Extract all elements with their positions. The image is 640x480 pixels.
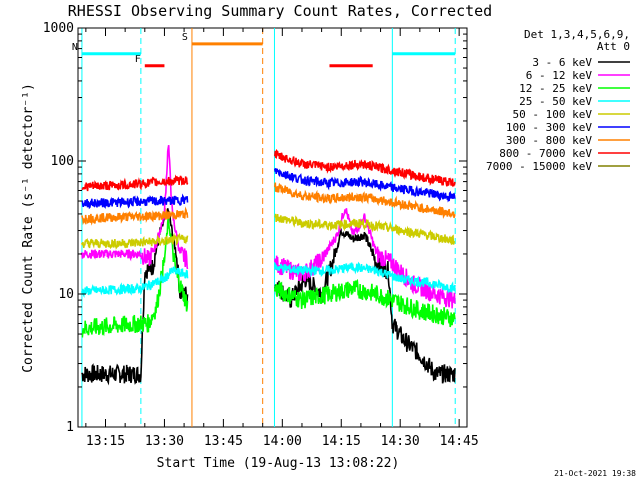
series-line-1 — [81, 208, 189, 386]
x-tick-label: 13:30 — [145, 434, 184, 449]
legend-label: 6 - 12 keV — [526, 69, 593, 82]
timestamp: 21-Oct-2021 19:38 — [554, 469, 636, 478]
x-axis: 13:15 13:30 13:45 14:00 14:15 14:30 14:45 — [85, 28, 479, 449]
legend-label: 7000 - 15000 keV — [486, 160, 592, 173]
x-tick-label: 14:45 — [440, 434, 479, 449]
marker-label: F — [135, 54, 141, 65]
y-axis-label: Corrected Count Rate (s⁻¹ detector⁻¹) — [21, 83, 36, 373]
series-group — [81, 145, 456, 386]
attenuator-markers: F N S — [72, 32, 456, 68]
x-tick-label: 14:00 — [263, 434, 302, 449]
series-line-8 — [274, 148, 456, 188]
legend-label: 300 - 800 keV — [506, 134, 592, 147]
series-line-3 — [274, 278, 456, 328]
plot-area — [77, 27, 468, 428]
chart-title: RHESSI Observing Summary Count Rates, Co… — [68, 2, 492, 20]
series-line-2 — [274, 208, 456, 309]
series-line-4 — [274, 261, 456, 294]
series-line-6 — [81, 193, 189, 210]
legend-header-line-2: Att 0 — [597, 40, 630, 53]
legend-label: 100 - 300 keV — [506, 121, 592, 134]
series-line-4 — [81, 266, 189, 299]
plot-frame — [77, 27, 468, 428]
series-line-7 — [274, 182, 456, 220]
legend-label: 50 - 100 keV — [513, 108, 593, 121]
y-axis: 1 10 100 1000 — [43, 21, 467, 435]
x-tick-label: 13:15 — [86, 434, 125, 449]
series-line-3 — [81, 217, 189, 338]
y-tick-label: 100 — [51, 154, 74, 169]
legend-label: 12 - 25 keV — [519, 82, 592, 95]
y-tick-label: 10 — [58, 287, 74, 302]
series-line-5 — [274, 213, 456, 246]
x-tick-label: 14:30 — [381, 434, 420, 449]
legend-header-line-1: Det 1,3,4,5,6,9, — [524, 28, 630, 41]
series-line-8 — [81, 174, 189, 192]
series-line-6 — [274, 168, 456, 203]
y-tick-label: 1000 — [43, 21, 74, 36]
marker-label: N — [72, 42, 78, 53]
y-tick-label: 1 — [66, 420, 74, 435]
series-line-5 — [81, 232, 189, 250]
x-axis-label: Start Time (19-Aug-13 13:08:22) — [157, 456, 400, 471]
marker-label: S — [182, 32, 188, 43]
legend-label: 800 - 7000 keV — [499, 147, 592, 160]
x-tick-label: 14:15 — [322, 434, 361, 449]
x-tick-label: 13:45 — [204, 434, 243, 449]
series-line-2 — [81, 145, 189, 270]
series-line-7 — [81, 206, 189, 226]
legend-label: 25 - 50 keV — [519, 95, 592, 108]
legend-label: 3 - 6 keV — [532, 56, 592, 69]
